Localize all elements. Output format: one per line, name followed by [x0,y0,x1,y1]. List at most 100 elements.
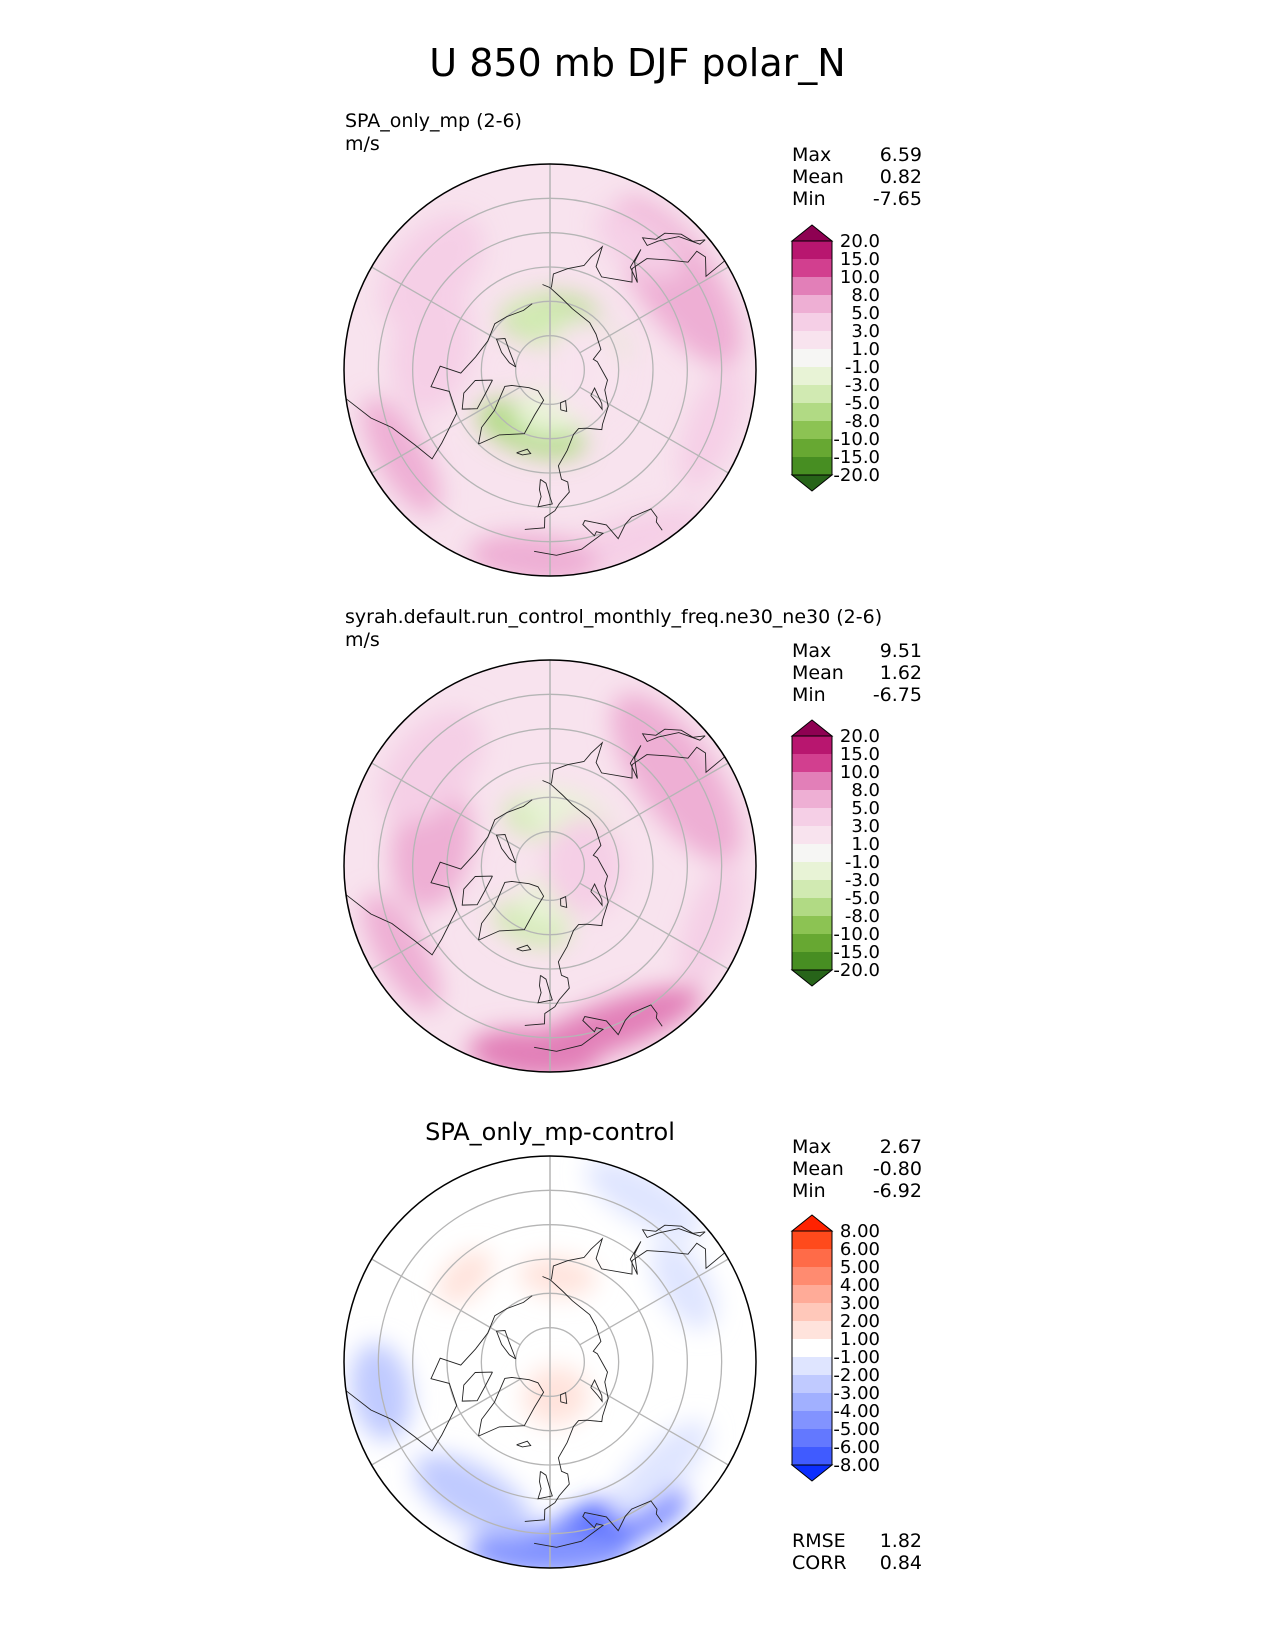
colorbar-tick-label: 8.0 [851,780,880,801]
colorbar-tick-label: 1.00 [840,1329,880,1350]
colorbar-2: 20.015.010.08.05.03.01.0-1.0-3.0-5.0-8.0… [790,719,880,987]
colorbar-tick-label: 5.0 [851,303,880,324]
colorbar-tick-label: -15.0 [833,942,880,963]
panel-3-stat-value: -6.92 [872,1180,922,1202]
panel-3-metric-label: CORR [792,1552,847,1574]
colorbar-segment [792,898,832,916]
colorbar-tick-label: -5.0 [845,393,880,414]
panel-1-stat-label: Min [792,188,826,210]
coastline [629,745,642,779]
coastline [641,1224,706,1239]
colorbar-tick-label: -20.0 [833,465,880,486]
colorbar-segment [792,349,832,367]
colorbar-segment [792,1429,832,1447]
field-value-blob [379,710,484,824]
colorbar-tick-label: 5.0 [851,798,880,819]
coastline [560,895,568,909]
colorbar-tick-label: -3.0 [845,870,880,891]
colorbar-segment [792,826,832,844]
colorbar-tick-label: -8.00 [833,1455,880,1476]
map-panel-3 [344,1156,756,1568]
colorbar-segment [792,457,832,475]
colorbar-segment [792,934,832,952]
panel-3-stat-label: Min [792,1180,826,1202]
coastline [478,1376,545,1437]
colorbar-extend-max [790,719,834,737]
panel-1-stat-value: 0.82 [879,166,922,188]
panel-3-metric-value: 0.84 [879,1552,922,1574]
coastline [345,1295,533,1452]
coastline [629,1241,642,1275]
colorbar-extend-min [790,474,834,492]
colorbar-tick-label: -3.0 [845,375,880,396]
colorbar-segment [792,862,832,880]
coastline [550,741,756,784]
colorbar-segment [792,385,832,403]
panel-3-stat-label: Max [792,1136,832,1158]
colorbar-segment [792,844,832,862]
field-value-blob [518,1256,597,1297]
figure-title: U 850 mb DJF polar_N [429,41,846,85]
coastline [495,834,517,864]
colorbar-tick-label: 8.0 [851,285,880,306]
colorbar-segment [792,808,832,826]
colorbar-tick-label: -10.0 [833,429,880,450]
colorbar-tick-label: -5.0 [845,888,880,909]
colorbar-outline [791,240,833,476]
coastline [590,882,603,907]
graticule [371,1156,729,1568]
panel-1-stat-value: 6.59 [879,144,922,166]
coastlines [345,728,756,1052]
colorbar-1: 20.015.010.08.05.03.01.0-1.0-3.0-5.0-8.0… [790,224,880,492]
coastline [345,303,533,460]
colorbar-segment [792,313,832,331]
colorbar-tick-label: -8.0 [845,906,880,927]
map-panel-1 [344,164,756,576]
colorbar-tick-label: -8.0 [845,411,880,432]
coastline [590,1378,603,1403]
colorbar-tick-label: 2.00 [840,1311,880,1332]
colorbar-segment [792,403,832,421]
meridian-line [579,762,729,850]
meridian-line [371,762,521,850]
colorbar-tick-label: 1.0 [851,834,880,855]
colorbar-segment [792,421,832,439]
colorbar-tick-label: -1.00 [833,1347,880,1368]
colorbar-segment [792,241,832,259]
coastline [345,799,533,956]
colorbar-segment [792,1447,832,1465]
colorbar-segment [792,790,832,808]
meridian-line [371,386,521,474]
colorbar-tick-label: 10.0 [840,762,880,783]
colorbar-segment [792,1321,832,1339]
coastline [534,508,663,556]
panel-2-stat-label: Mean [792,662,844,684]
coastline [641,232,706,247]
coastline [495,1330,517,1360]
coastline [537,479,553,508]
colorbar-tick-label: 3.0 [851,321,880,342]
panel-1-units: m/s [345,133,380,155]
panel-1-stat-label: Mean [792,166,844,188]
colorbar-segment [792,367,832,385]
colorbar-tick-label: 10.0 [840,267,880,288]
coastline [537,975,553,1004]
graticule [371,164,729,576]
colorbar-tick-label: -6.00 [833,1437,880,1458]
meridian-line [579,386,729,474]
colorbar-segment [792,916,832,934]
colorbar-segment [792,1267,832,1285]
colorbar-segment [792,952,832,970]
coastline [560,1391,568,1405]
panel-2-stat-value: -6.75 [872,684,922,706]
coastline [641,728,706,743]
colorbar-tick-label: -3.00 [833,1383,880,1404]
colorbar-tick-label: -2.00 [833,1365,880,1386]
panel-2-stat-label: Max [792,640,832,662]
colorbar-segment [792,331,832,349]
colorbar-segment [792,295,832,313]
coastline [534,1500,663,1548]
coastline [461,875,493,906]
coastlines [345,1224,756,1548]
